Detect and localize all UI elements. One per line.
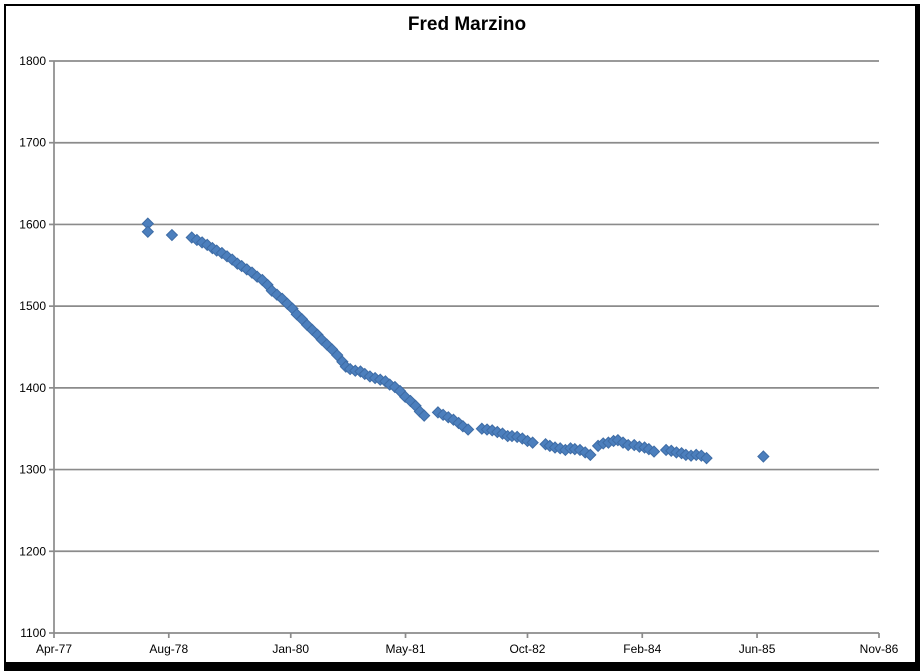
data-point-marker — [399, 390, 412, 404]
x-tick-label: Jun-85 — [739, 642, 776, 656]
data-point-marker — [584, 448, 597, 462]
y-tick-label: 1400 — [19, 381, 46, 395]
y-tick-label: 1300 — [19, 463, 46, 477]
data-point-marker — [447, 413, 460, 426]
data-point-marker — [388, 380, 402, 394]
x-tick-label: Jan-80 — [272, 642, 309, 656]
x-tick-label: Oct-82 — [509, 642, 545, 656]
chart-title: Fred Marzino — [407, 14, 527, 35]
x-tick-label: Feb-84 — [623, 642, 661, 656]
data-point-marker — [245, 266, 259, 279]
y-tick-label: 1600 — [19, 217, 46, 231]
data-point-marker — [165, 228, 179, 242]
x-tick-label: Apr-77 — [36, 642, 72, 656]
y-tick-label: 1200 — [19, 544, 46, 558]
x-tick-label: May-81 — [386, 642, 426, 656]
data-point-marker — [141, 225, 155, 238]
y-tick-label: 1700 — [19, 136, 46, 150]
data-point-marker — [215, 246, 229, 260]
y-tick-label: 1100 — [20, 626, 46, 640]
x-tick-label: Aug-78 — [149, 642, 188, 656]
data-point-marker — [250, 270, 264, 283]
data-point-marker — [526, 436, 539, 449]
y-tick-label: 1800 — [19, 54, 46, 68]
data-point-marker — [225, 253, 239, 266]
x-tick-label: Nov-86 — [860, 642, 899, 656]
data-point-marker — [700, 451, 713, 465]
data-point-marker — [417, 409, 431, 422]
data-point-marker — [270, 288, 284, 301]
data-point-marker — [265, 284, 279, 297]
data-point-marker — [461, 423, 475, 436]
data-point-marker — [757, 450, 770, 463]
data-point-marker — [647, 445, 661, 458]
y-tick-label: 1500 — [19, 299, 46, 313]
